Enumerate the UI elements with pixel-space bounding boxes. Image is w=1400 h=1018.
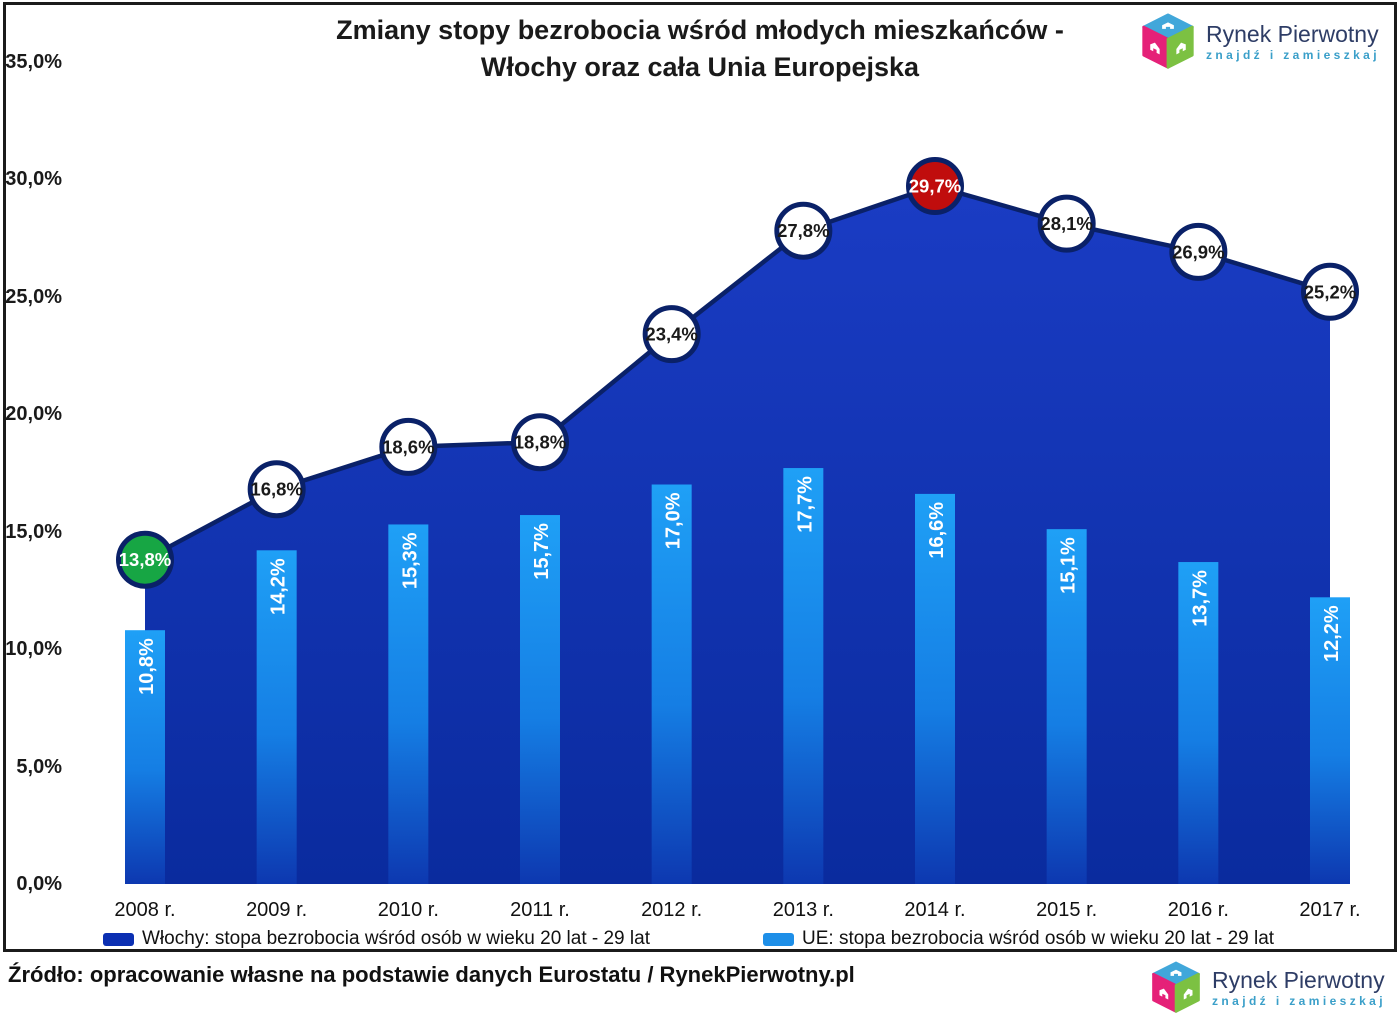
eu-bar-2017 <box>1310 597 1350 884</box>
italy-point-2008 <box>116 530 174 589</box>
legend-item-eu: UE: stopa bezrobocia wśród osób w wieku … <box>763 927 1274 951</box>
italy-point-label-2016: 26,9% <box>1172 241 1224 262</box>
y-axis-label-25,0%: 25,0% <box>5 285 62 308</box>
x-axis-label-2016: 2016 r. <box>1167 899 1229 921</box>
italy-point-2009 <box>247 460 306 519</box>
italy-point-2016 <box>1169 222 1228 281</box>
legend-label-italy: Włochy: stopa bezrobocia wśród osób w wi… <box>142 928 650 949</box>
italy-point-label-2012: 23,4% <box>645 324 697 345</box>
legend: Włochy: stopa bezrobocia wśród osób w wi… <box>0 927 1400 951</box>
logo-cube-icon <box>1152 961 1200 1013</box>
x-axis-label-2009: 2009 r. <box>246 899 308 921</box>
legend-item-italy: Włochy: stopa bezrobocia wśród osób w wi… <box>103 927 650 951</box>
legend-swatch-italy <box>103 932 134 946</box>
eu-bar-label-2017: 12,2% <box>1321 605 1343 662</box>
italy-point-label-2011: 18,8% <box>514 432 566 453</box>
chart-title-line2: Włochy oraz cała Unia Europejska <box>480 52 920 82</box>
y-axis: 0,0% 5,0% 10,0% 15,0% 20,0% 25,0% 30,0% 35,0% <box>0 0 70 900</box>
x-axis-label-2008: 2008 r. <box>114 899 176 921</box>
italy-line <box>143 183 1331 562</box>
y-axis-label-5,0%: 5,0% <box>16 755 62 778</box>
eu-bar-2013 <box>783 468 824 884</box>
eu-bar-2008 <box>125 630 165 884</box>
y-axis-label-10,0%: 10,0% <box>5 638 62 660</box>
italy-point-label-2015: 28,1% <box>1040 213 1092 234</box>
italy-area <box>145 186 1330 885</box>
logo-name: Rynek Pierwotny <box>1206 21 1379 47</box>
italy-point-2010 <box>379 417 438 476</box>
eu-bar-2012 <box>651 484 692 884</box>
eu-bar-label-2009: 14,2% <box>268 558 290 615</box>
brand-logo-top: Rynek Pierwotny znajdź i zamieszkaj <box>1140 12 1380 72</box>
logo-tagline: znajdź i zamieszkaj <box>1206 48 1380 62</box>
x-axis-label-2014: 2014 r. <box>904 899 966 921</box>
italy-point-2015 <box>1037 194 1096 253</box>
logo-tagline: znajdź i zamieszkaj <box>1212 994 1386 1008</box>
italy-point-2014 <box>906 157 964 216</box>
x-axis-label-2010: 2010 r. <box>377 899 439 921</box>
italy-point-label-2009: 16,8% <box>250 479 302 500</box>
x-axis-label-2012: 2012 r. <box>641 899 703 921</box>
italy-point-2017 <box>1301 262 1359 321</box>
x-axis-label-2013: 2013 r. <box>772 899 834 921</box>
eu-bar-label-2010: 15,3% <box>399 532 421 589</box>
y-axis-label-20,0%: 20,0% <box>5 403 62 425</box>
eu-bar-2011 <box>520 515 560 884</box>
eu-bar-2014 <box>915 493 955 884</box>
x-axis: 2008 r. 2009 r. 2010 r. 2011 r. 2012 r. 2013 … <box>0 898 1400 924</box>
legend-swatch-eu <box>763 932 794 946</box>
italy-point-2011 <box>511 413 569 472</box>
italy-point-label-2008: 13,8% <box>119 549 171 570</box>
eu-bar-label-2013: 17,7% <box>794 476 816 533</box>
y-axis-label-35,0%: 35,0% <box>5 50 62 73</box>
y-axis-label-15,0%: 15,0% <box>5 520 62 543</box>
eu-bar-label-2016: 13,7% <box>1189 570 1211 627</box>
eu-bar-label-2014: 16,6% <box>926 502 948 559</box>
eu-bar-2009 <box>256 550 297 884</box>
chart-title-line1: Zmiany stopy bezrobocia wśród młodych mi… <box>336 15 1064 45</box>
x-axis-label-2017: 2017 r. <box>1299 899 1361 921</box>
eu-bar-label-2015: 15,1% <box>1058 537 1080 594</box>
source-note: Źródło: opracowanie własne na podstawie … <box>8 962 855 987</box>
logo-cube-icon <box>1142 13 1194 69</box>
italy-point-label-2013: 27,8% <box>777 220 829 241</box>
eu-bar-2015 <box>1046 529 1087 884</box>
italy-point-label-2010: 18,6% <box>382 436 434 457</box>
eu-bar-label-2012: 17,0% <box>663 492 685 549</box>
italy-point-label-2017: 25,2% <box>1304 281 1356 302</box>
brand-logo-bottom: Rynek Pierwotny znajdź i zamieszkaj <box>1150 960 1386 1016</box>
eu-bar-2010 <box>388 524 429 884</box>
y-axis-label-30,0%: 30,0% <box>5 168 62 190</box>
x-axis-label-2011: 2011 r. <box>510 899 570 921</box>
chart-title: Zmiany stopy bezrobocia wśród młodych mi… <box>0 12 1400 86</box>
y-axis-label-0,0%: 0,0% <box>16 873 62 895</box>
italy-point-2013 <box>774 201 833 260</box>
italy-point-2012 <box>642 305 701 364</box>
eu-bar-label-2011: 15,7% <box>531 523 553 580</box>
logo-name: Rynek Pierwotny <box>1212 967 1385 993</box>
x-axis-label-2015: 2015 r. <box>1036 899 1098 921</box>
eu-bar-label-2008: 10,8% <box>136 638 158 695</box>
eu-bar-2016 <box>1178 562 1219 884</box>
legend-label-eu: UE: stopa bezrobocia wśród osób w wieku … <box>802 928 1275 949</box>
italy-point-label-2014: 29,7% <box>909 176 961 197</box>
